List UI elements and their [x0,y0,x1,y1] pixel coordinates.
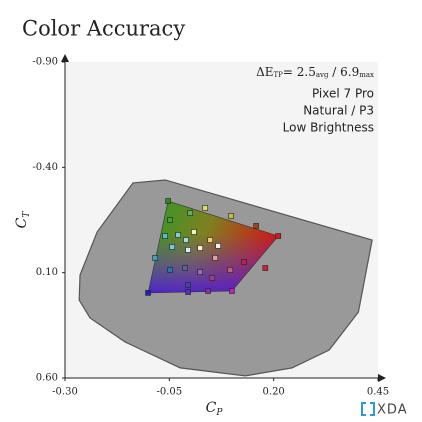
point [183,237,189,243]
y-tick-label: -0.90 [32,57,58,68]
point [227,267,234,273]
point [162,233,168,239]
point [197,269,204,275]
point [262,265,269,271]
logo-text: XDA [377,403,408,418]
x-tick-label: -0.30 [52,387,78,398]
point [197,245,204,251]
chart-title: Color Accuracy [22,17,185,41]
max-sub: max [359,71,374,79]
point [185,247,191,253]
max: / 6.9 [328,65,359,79]
point [212,255,219,261]
x-label-sub: P [215,408,223,418]
note: Pixel 7 Pro [312,87,374,101]
point [228,213,234,219]
x-arrow [378,374,386,382]
y-label-sub: T [22,211,32,218]
point [152,255,158,261]
point [202,205,209,211]
point [182,265,188,271]
point [229,288,235,294]
avg: = 2.5 [283,65,316,79]
x-tick-label: 0.20 [263,387,285,398]
x-tick-label: 0.45 [367,387,389,398]
point [209,275,216,281]
point [241,259,247,265]
y-tick-label: 0.10 [36,267,58,278]
point [175,232,181,238]
point [185,289,191,295]
point [253,223,259,229]
de-sub: TP [274,71,284,79]
point [167,217,173,223]
x-tick-label: -0.05 [157,387,183,398]
point [275,233,282,239]
logo: XDA [361,402,408,418]
point [215,243,221,249]
point [167,267,173,273]
point [185,282,191,288]
point [191,229,197,235]
de: ΔE [256,65,273,79]
note: Natural / P3 [303,104,374,118]
x-label-main: C [206,400,217,416]
y-axis-label: CT [14,211,32,229]
avg-sub: avg [316,71,329,79]
point [145,290,151,296]
point [187,210,193,216]
note: Low Brightness [283,121,374,135]
logo-icon [361,402,375,416]
point [205,288,211,294]
y-arrow [61,54,69,62]
annotation: ΔETP= 2.5avg / 6.9max [256,65,374,80]
x-axis-label: CP [206,400,224,418]
y-label-main: C [14,217,30,228]
y-tick-label: 0.60 [36,373,58,384]
y-tick-label: -0.40 [32,162,58,173]
point [207,237,214,243]
point [169,244,176,250]
point [165,198,171,204]
